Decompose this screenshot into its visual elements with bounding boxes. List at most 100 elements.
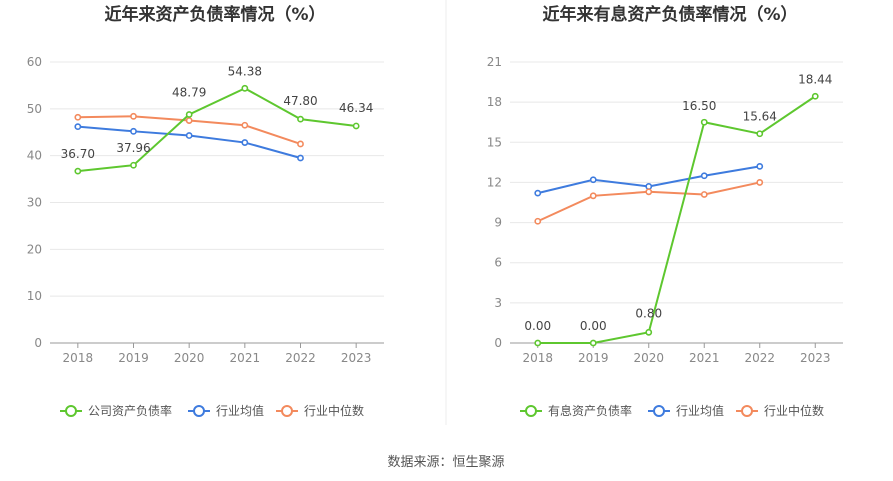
data-point-company [700, 118, 708, 126]
data-point-avg [130, 127, 137, 135]
x-tick-label: 2023 [800, 351, 831, 365]
legend-item-avg: 行业均值 [648, 403, 724, 418]
legend: 公司资产负债率 行业均值 行业中位数 [60, 403, 364, 418]
x-tick-label: 2023 [341, 351, 372, 365]
y-tick-label: 12 [487, 175, 502, 189]
legend: 有息资产负债率 行业均值 行业中位数 [520, 403, 824, 418]
data-point-avg [534, 189, 542, 197]
data-point-company [756, 130, 764, 138]
data-point-avg [700, 172, 708, 180]
x-tick-label: 2022 [285, 351, 316, 365]
data-point-company [534, 339, 542, 347]
grid [50, 61, 384, 297]
chart-title: 近年来资产负债率情况（%） [104, 4, 325, 25]
data-source: 数据来源：恒生聚源 [387, 455, 504, 470]
series-line-avg [77, 125, 301, 159]
data-point-company [130, 161, 137, 169]
data-label: 54.38 [228, 64, 262, 78]
y-tick-label: 0 [494, 336, 502, 350]
legend-swatch-marker [653, 405, 665, 417]
legend-item-median: 行业中位数 [736, 403, 824, 418]
data-labels: 0.00 0.00 0.80 16.50 15.64 18.44 [524, 72, 832, 333]
legend-label: 行业均值 [676, 403, 724, 418]
legend-label: 行业中位数 [764, 403, 824, 418]
data-point-median [700, 191, 708, 198]
legend-label: 行业中位数 [304, 403, 364, 418]
data-label: 16.50 [682, 99, 716, 113]
data-label: 0.00 [580, 319, 607, 333]
y-tick-label: 0 [34, 336, 42, 350]
y-tick-label: 10 [27, 289, 42, 303]
y-tick-label: 9 [494, 216, 502, 230]
x-ticks: 2018 2019 2020 2021 2022 2023 [522, 351, 830, 365]
data-label: 0.00 [524, 319, 551, 333]
y-tick-label: 20 [27, 242, 42, 256]
data-label: 37.96 [116, 141, 150, 155]
data-point-avg [589, 176, 597, 184]
x-tick-label: 2018 [522, 351, 553, 365]
legend-item-median: 行业中位数 [276, 403, 364, 418]
x-tick-label: 2021 [230, 351, 261, 365]
data-point-avg [241, 139, 249, 146]
series-lines [74, 84, 360, 175]
legend-item-company: 有息资产负债率 [520, 403, 632, 418]
data-point-company [811, 92, 819, 100]
data-label: 48.79 [172, 86, 206, 100]
data-point-median [130, 112, 137, 120]
data-point-avg [645, 183, 653, 190]
interest-debt-ratio-chart: 近年来有息资产负债率情况（%） 0 3 6 9 12 15 18 21 2018 2019 202… [487, 4, 843, 418]
legend-swatch-marker [65, 405, 77, 417]
data-point-company [241, 84, 249, 92]
data-labels: 36.70 37.96 48.79 54.38 47.80 46.34 [61, 64, 374, 161]
data-point-avg [185, 132, 193, 139]
y-tick-label: 18 [487, 95, 502, 109]
data-point-median [185, 117, 193, 124]
y-tick-label: 50 [27, 102, 42, 116]
data-point-company [589, 339, 597, 347]
data-point-median [74, 113, 82, 121]
x-tick-label: 2020 [633, 351, 664, 365]
y-tick-label: 3 [494, 296, 502, 310]
x-tick-label: 2021 [689, 351, 720, 365]
legend-swatch-marker [193, 405, 205, 417]
legend-item-avg: 行业均值 [188, 403, 264, 418]
data-label: 46.34 [339, 101, 373, 115]
data-label: 0.80 [635, 306, 662, 320]
data-point-median [297, 140, 304, 148]
axis [50, 342, 384, 348]
data-point-median [645, 188, 653, 196]
y-tick-label: 60 [27, 55, 42, 69]
data-point-avg [297, 154, 304, 162]
data-label: 47.80 [283, 94, 317, 108]
x-tick-label: 2020 [174, 351, 205, 365]
series-lines [534, 92, 819, 347]
x-tick-label: 2019 [118, 351, 149, 365]
y-tick-label: 40 [27, 149, 42, 163]
y-ticks: 0 3 6 9 12 15 18 21 [487, 55, 502, 350]
grid [510, 61, 843, 304]
series-line-company [537, 95, 816, 344]
legend-item-company: 公司资产负债率 [60, 403, 172, 418]
x-tick-label: 2018 [63, 351, 94, 365]
legend-label: 行业均值 [216, 403, 264, 418]
legend-label: 公司资产负债率 [88, 403, 172, 418]
legend-swatch-marker [281, 405, 293, 417]
legend-swatch-marker [741, 405, 753, 417]
legend-swatch-marker [525, 405, 537, 417]
data-point-company [352, 122, 360, 130]
data-label: 36.70 [61, 147, 95, 161]
data-point-median [241, 121, 249, 129]
data-label: 15.64 [743, 110, 777, 124]
data-point-median [534, 217, 542, 225]
x-tick-label: 2019 [578, 351, 609, 365]
legend-label: 有息资产负债率 [548, 403, 632, 418]
data-point-median [589, 192, 597, 200]
y-tick-label: 6 [494, 256, 502, 270]
y-tick-label: 30 [27, 196, 42, 210]
data-point-company [297, 115, 304, 123]
data-point-company [185, 111, 193, 118]
y-tick-label: 21 [487, 55, 502, 69]
data-point-company [645, 328, 653, 336]
y-tick-label: 15 [487, 135, 502, 149]
